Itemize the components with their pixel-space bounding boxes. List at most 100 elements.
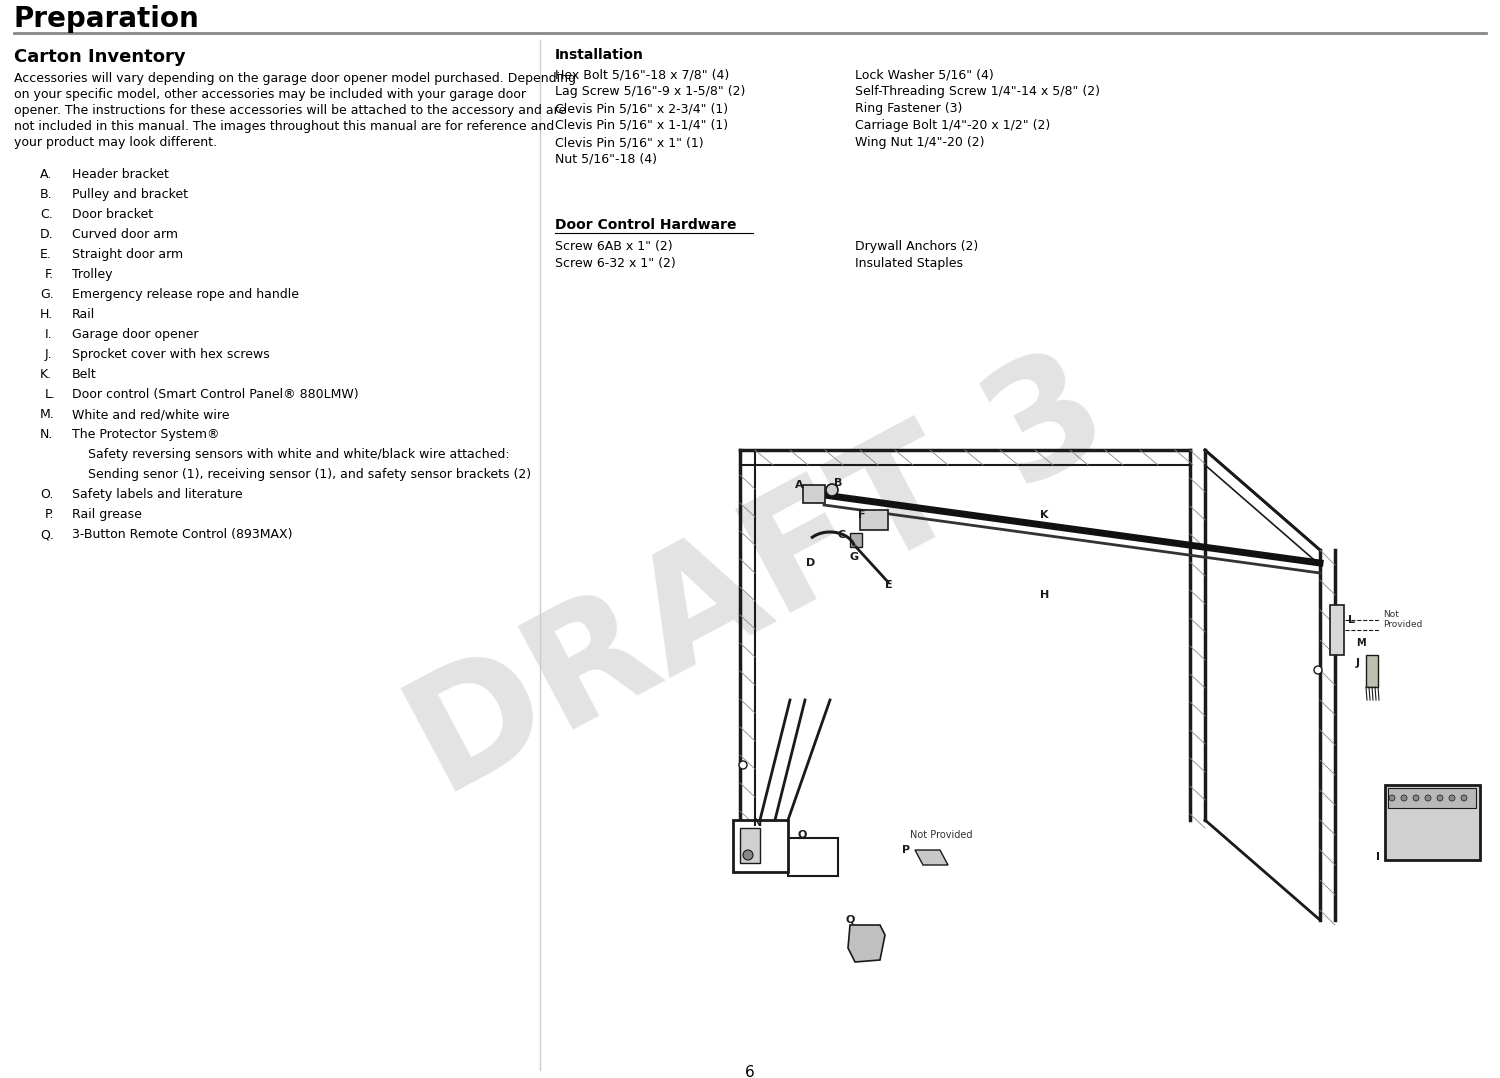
Text: O: O	[798, 830, 807, 840]
Text: I.: I.	[45, 328, 53, 341]
Text: Rail: Rail	[72, 308, 96, 321]
Bar	[802, 485, 825, 503]
Text: Lag Screw 5/16"-9 x 1-5/8" (2): Lag Screw 5/16"-9 x 1-5/8" (2)	[555, 85, 746, 98]
Text: B.: B.	[40, 188, 53, 201]
Circle shape	[1449, 794, 1455, 801]
Text: Not Provided: Not Provided	[910, 830, 972, 840]
Bar	[1384, 785, 1480, 860]
Circle shape	[1389, 794, 1395, 801]
Text: Door Control Hardware: Door Control Hardware	[555, 218, 736, 232]
Polygon shape	[847, 925, 885, 962]
Circle shape	[827, 484, 839, 496]
Text: Emergency release rope and handle: Emergency release rope and handle	[72, 288, 298, 301]
Text: P.: P.	[45, 508, 54, 521]
Text: DRAFT 3: DRAFT 3	[387, 332, 1134, 828]
Text: F.: F.	[45, 268, 54, 281]
Text: Belt: Belt	[72, 368, 96, 381]
Text: Door bracket: Door bracket	[72, 208, 153, 221]
Text: Q.: Q.	[40, 528, 54, 541]
Text: M: M	[1356, 638, 1365, 648]
Text: H: H	[1040, 590, 1050, 600]
Text: K.: K.	[40, 368, 53, 381]
Text: Rail grease: Rail grease	[72, 508, 142, 521]
Text: J: J	[1356, 658, 1360, 668]
Bar	[734, 820, 788, 872]
Text: Accessories will vary depending on the garage door opener model purchased. Depen: Accessories will vary depending on the g…	[13, 72, 576, 85]
Text: your product may look different.: your product may look different.	[13, 136, 217, 149]
Text: Drywall Anchors (2): Drywall Anchors (2)	[855, 240, 978, 253]
Text: Clevis Pin 5/16" x 1-1/4" (1): Clevis Pin 5/16" x 1-1/4" (1)	[555, 119, 728, 132]
Text: Door control (Smart Control Panel® 880LMW): Door control (Smart Control Panel® 880LM…	[72, 388, 358, 401]
Text: Curved door arm: Curved door arm	[72, 229, 178, 241]
Circle shape	[742, 849, 753, 860]
Bar	[1388, 788, 1476, 808]
Text: Clevis Pin 5/16" x 2-3/4" (1): Clevis Pin 5/16" x 2-3/4" (1)	[555, 102, 728, 115]
Text: M.: M.	[40, 407, 54, 421]
Text: N.: N.	[40, 428, 54, 441]
Text: Trolley: Trolley	[72, 268, 112, 281]
Text: opener. The instructions for these accessories will be attached to the accessory: opener. The instructions for these acces…	[13, 103, 567, 118]
Text: O.: O.	[40, 488, 54, 501]
Text: 6: 6	[746, 1065, 754, 1078]
Text: P: P	[902, 845, 910, 855]
Text: H.: H.	[40, 308, 53, 321]
Text: Installation: Installation	[555, 49, 644, 63]
Text: G.: G.	[40, 288, 54, 301]
Text: Ring Fastener (3): Ring Fastener (3)	[855, 102, 963, 115]
Text: 3-Button Remote Control (893MAX): 3-Button Remote Control (893MAX)	[72, 528, 292, 541]
Text: D.: D.	[40, 229, 54, 241]
Text: Nut 5/16"-18 (4): Nut 5/16"-18 (4)	[555, 153, 657, 166]
Text: Sprocket cover with hex screws: Sprocket cover with hex screws	[72, 348, 270, 361]
Text: Screw 6AB x 1" (2): Screw 6AB x 1" (2)	[555, 240, 672, 253]
Text: C.: C.	[40, 208, 53, 221]
Text: E: E	[885, 580, 892, 590]
Text: K: K	[1040, 510, 1048, 520]
Text: A: A	[795, 480, 804, 490]
Circle shape	[1314, 666, 1322, 674]
Text: Safety reversing sensors with white and white/black wire attached:: Safety reversing sensors with white and …	[88, 448, 510, 461]
Text: Straight door arm: Straight door arm	[72, 248, 183, 261]
Bar	[740, 828, 760, 863]
Bar	[859, 510, 888, 530]
Text: E.: E.	[40, 248, 53, 261]
Text: Carton Inventory: Carton Inventory	[13, 49, 186, 66]
Text: Preparation: Preparation	[13, 5, 200, 33]
Text: F: F	[858, 510, 865, 520]
Circle shape	[1401, 794, 1407, 801]
Text: Insulated Staples: Insulated Staples	[855, 257, 963, 270]
Bar	[788, 838, 838, 876]
Text: Carriage Bolt 1/4"-20 x 1/2" (2): Carriage Bolt 1/4"-20 x 1/2" (2)	[855, 119, 1050, 132]
Text: White and red/white wire: White and red/white wire	[72, 407, 230, 421]
Text: Header bracket: Header bracket	[72, 168, 170, 181]
Circle shape	[1437, 794, 1443, 801]
Text: Safety labels and literature: Safety labels and literature	[72, 488, 243, 501]
Text: I: I	[1376, 852, 1380, 862]
Text: on your specific model, other accessories may be included with your garage door: on your specific model, other accessorie…	[13, 88, 526, 101]
Bar	[856, 945, 874, 953]
Text: B: B	[834, 478, 843, 488]
Polygon shape	[915, 849, 948, 865]
Bar	[850, 533, 862, 547]
Text: Screw 6-32 x 1" (2): Screw 6-32 x 1" (2)	[555, 257, 675, 270]
Text: Q: Q	[844, 915, 855, 925]
Bar	[1330, 605, 1344, 655]
Bar	[1366, 655, 1378, 687]
Text: Clevis Pin 5/16" x 1" (1): Clevis Pin 5/16" x 1" (1)	[555, 136, 704, 149]
Text: Lock Washer 5/16" (4): Lock Washer 5/16" (4)	[855, 68, 993, 81]
Text: L: L	[1348, 616, 1354, 625]
Text: Pulley and bracket: Pulley and bracket	[72, 188, 188, 201]
Text: N: N	[753, 818, 762, 828]
Bar	[856, 932, 874, 941]
Text: Wing Nut 1/4"-20 (2): Wing Nut 1/4"-20 (2)	[855, 136, 984, 149]
Text: J.: J.	[45, 348, 53, 361]
Text: D: D	[806, 558, 816, 568]
Text: C: C	[839, 530, 846, 540]
Circle shape	[1413, 794, 1419, 801]
Text: Self-Threading Screw 1/4"-14 x 5/8" (2): Self-Threading Screw 1/4"-14 x 5/8" (2)	[855, 85, 1100, 98]
Circle shape	[1461, 794, 1467, 801]
Text: not included in this manual. The images throughout this manual are for reference: not included in this manual. The images …	[13, 120, 555, 133]
Text: Not: Not	[1383, 610, 1400, 619]
Circle shape	[740, 761, 747, 769]
Text: Hex Bolt 5/16"-18 x 7/8" (4): Hex Bolt 5/16"-18 x 7/8" (4)	[555, 68, 729, 81]
Text: L.: L.	[45, 388, 56, 401]
